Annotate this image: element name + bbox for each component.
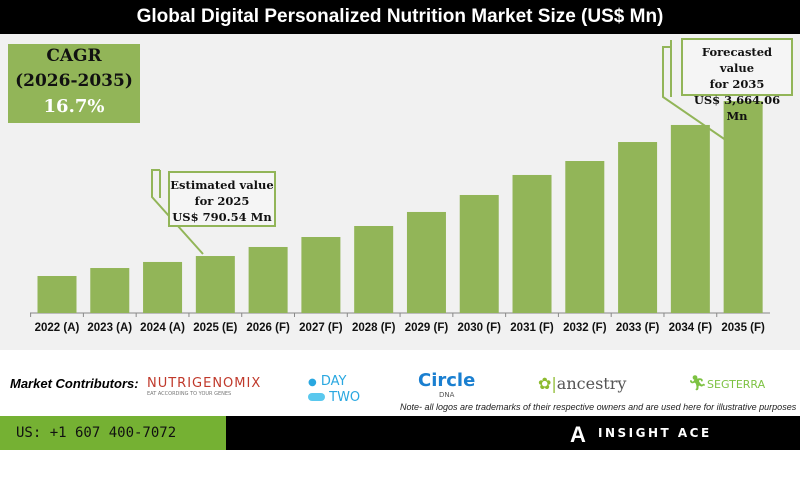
x-tick-label: 2033 (F) bbox=[616, 322, 660, 334]
bar-2023 (A) bbox=[90, 268, 130, 313]
logo-tagline: EAT ACCORDING TO YOUR GENES bbox=[147, 391, 232, 397]
bar-2034 (F) bbox=[670, 124, 710, 313]
nutrigenomix-logo: NUTRIGENOMIX EAT ACCORDING TO YOUR GENES bbox=[147, 376, 261, 397]
bar-2029 (F) bbox=[406, 211, 446, 313]
x-tick-label: 2030 (F) bbox=[458, 322, 502, 334]
bar-2028 (F) bbox=[354, 225, 394, 313]
x-tick-label: 2023 (A) bbox=[87, 322, 132, 334]
x-tick-label: 2027 (F) bbox=[299, 322, 343, 334]
x-tick-label: 2024 (A) bbox=[140, 322, 185, 334]
logo-text: DAY bbox=[320, 374, 347, 389]
cagr-period: (2026-2035) bbox=[15, 71, 133, 91]
callout-line: Forecasted value bbox=[701, 45, 773, 75]
insight-ace-logo-icon: A bbox=[570, 422, 586, 447]
cagr-value: 16.7% bbox=[43, 96, 105, 117]
callout-line: Estimated value bbox=[170, 178, 274, 192]
logo-text: TWO bbox=[329, 390, 361, 405]
market-contributors: Market Contributors: NUTRIGENOMIX EAT AC… bbox=[0, 362, 800, 416]
x-tick-label: 2022 (A) bbox=[35, 322, 80, 334]
bar-2024 (A) bbox=[143, 261, 183, 313]
plot-area: 2022 (A) 2023 (A) 2024 (A) 2025 (E) 2026 (F)… bbox=[0, 34, 800, 350]
bar-2030 (F) bbox=[459, 194, 499, 313]
x-tick-label: 2026 (F) bbox=[246, 322, 290, 334]
x-tick-label: 2035 (F) bbox=[721, 322, 765, 334]
logo-text: Circle bbox=[418, 370, 476, 391]
daytwo-logo: ● DAY TWO bbox=[308, 374, 361, 405]
estimated-value-callout: Estimated value for 2025 US$ 790.54 Mn bbox=[168, 171, 276, 227]
bar-chart: 2022 (A) 2023 (A) 2024 (A) 2025 (E) 2026 (F)… bbox=[30, 101, 770, 334]
x-tick-label: 2028 (F) bbox=[352, 322, 396, 334]
bar-2032 (F) bbox=[565, 161, 605, 313]
logo-text: DNA bbox=[438, 391, 455, 399]
segterra-logo: 🏃︎SEGTERRA bbox=[688, 374, 766, 392]
logo-text: SEGTERRA bbox=[707, 378, 766, 391]
bar-2027 (F) bbox=[301, 237, 341, 313]
logo-text: ancestry bbox=[556, 374, 627, 393]
callout-line: US$ 3,664.06 Mn bbox=[693, 93, 781, 123]
x-tick-label: 2032 (F) bbox=[563, 322, 607, 334]
callout-line: for 2035 bbox=[709, 77, 765, 91]
cagr-box: CAGR (2026-2035) 16.7% bbox=[8, 44, 140, 123]
forecast-value-callout: Forecasted value for 2035 US$ 3,664.06 M… bbox=[681, 38, 793, 123]
bar-2022 (A) bbox=[37, 275, 77, 313]
footer: US: +1 607 400-7072 A INSIGHT ACE ANALYT… bbox=[0, 416, 800, 474]
trademark-note: Note- all logos are trademarks of their … bbox=[400, 402, 797, 412]
x-tick-label: 2031 (F) bbox=[510, 322, 554, 334]
chart-title: Global Digital Personalized Nutrition Ma… bbox=[0, 0, 800, 34]
bar-2031 (F) bbox=[512, 174, 552, 313]
ancestry-logo: ✿|ancestry bbox=[538, 374, 627, 393]
bar-2035 (F) bbox=[723, 101, 763, 314]
logo-text: NUTRIGENOMIX bbox=[147, 376, 262, 391]
contributors-label: Market Contributors: bbox=[10, 376, 139, 391]
x-tick-label: 2025 (E) bbox=[193, 322, 237, 334]
circle-dna-logo: Circle DNA bbox=[418, 370, 475, 399]
callout-connectors bbox=[151, 40, 734, 255]
phone-number[interactable]: US: +1 607 400-7072 bbox=[0, 416, 226, 450]
cagr-label: CAGR bbox=[46, 46, 102, 66]
callout-line: for 2025 bbox=[194, 194, 250, 208]
brand-name: INSIGHT ACE ANALYTIC bbox=[598, 426, 712, 474]
x-tick-label: 2029 (F) bbox=[405, 322, 449, 334]
bar-2026 (F) bbox=[248, 246, 288, 313]
callout-line: US$ 790.54 Mn bbox=[172, 210, 272, 224]
x-tick-label: 2034 (F) bbox=[669, 322, 713, 334]
bar-2025 (E) bbox=[195, 256, 235, 313]
bar-2033 (F) bbox=[618, 142, 658, 313]
